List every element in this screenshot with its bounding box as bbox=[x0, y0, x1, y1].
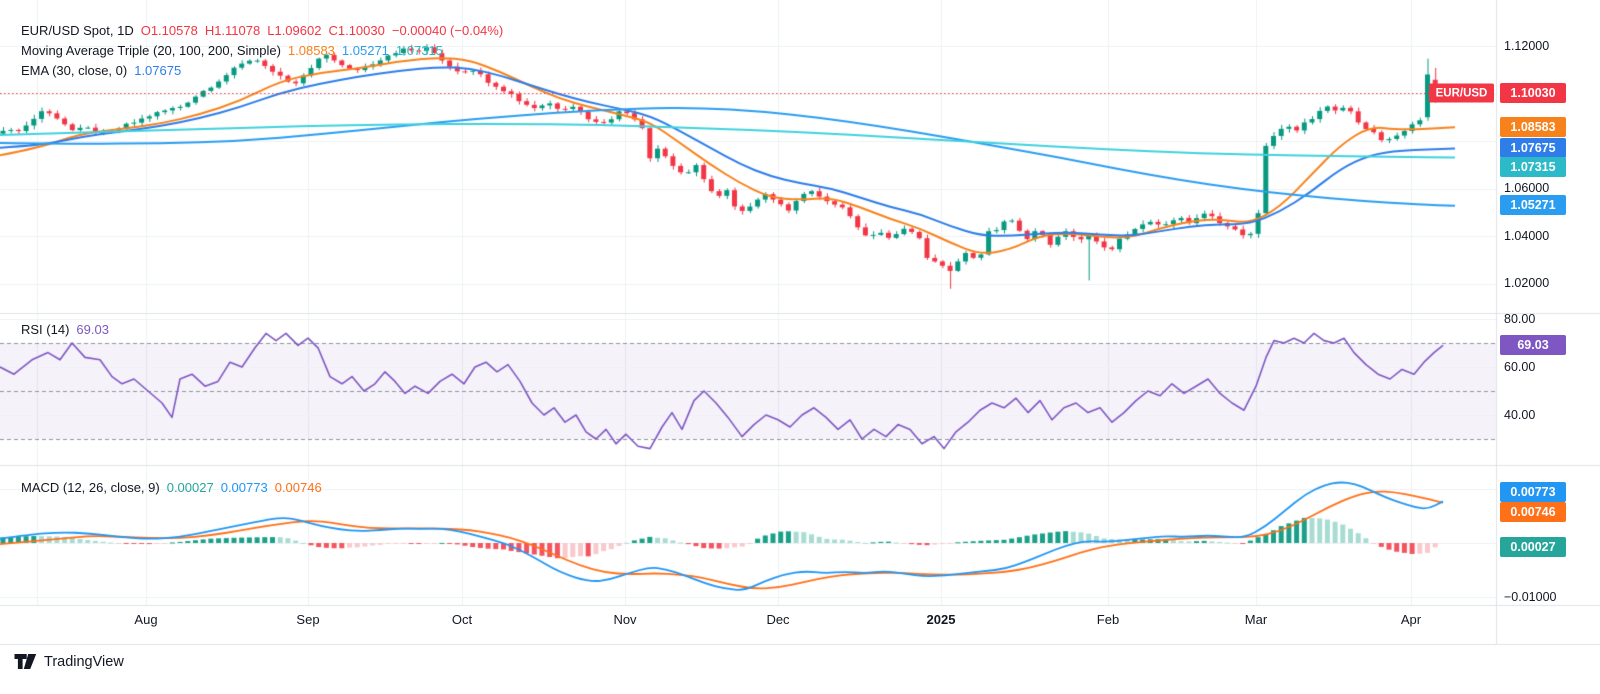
axis-label: 1.04000 bbox=[1504, 229, 1550, 243]
axis-label: 1.12000 bbox=[1504, 39, 1550, 53]
time-axis-label: Mar bbox=[1244, 612, 1268, 627]
axis-label: 1.02000 bbox=[1504, 276, 1550, 290]
axis-value-badge: 1.07675 bbox=[1500, 138, 1566, 158]
symbol-badge: EUR/USD bbox=[1429, 83, 1494, 103]
price-legend-row-1-segment: O1.10578 bbox=[140, 23, 198, 38]
axis-label: 1.06000 bbox=[1504, 181, 1550, 195]
price-legend-row-1-segment: L1.09602 bbox=[267, 23, 322, 38]
price-legend-row-2[interactable]: Moving Average Triple (20, 100, 200, Sim… bbox=[21, 43, 450, 58]
tradingview-logo-icon bbox=[14, 654, 37, 669]
price-legend-row-1[interactable]: EUR/USD Spot, 1D O1.10578 H1.11078 L1.09602… bbox=[21, 23, 510, 38]
axis-label: 80.00 bbox=[1504, 312, 1536, 326]
time-axis-label: Aug bbox=[134, 612, 158, 627]
macd-legend-row[interactable]: MACD (12, 26, close, 9) 0.00027 0.00773 0.0… bbox=[21, 480, 329, 495]
macd-legend-row-segment: 0.00027 bbox=[166, 480, 214, 495]
time-axis-label: Feb bbox=[1096, 612, 1120, 627]
axis-label: 40.00 bbox=[1504, 408, 1536, 422]
time-axis-label: Sep bbox=[296, 612, 320, 627]
rsi-legend-row-segment: 69.03 bbox=[76, 322, 109, 337]
tradingview-logo[interactable]: TradingView bbox=[14, 653, 124, 670]
price-legend-row-1-segment: −0.00040 (−0.04%) bbox=[391, 23, 504, 38]
axis-value-badge: 1.07315 bbox=[1500, 157, 1566, 177]
price-legend-row-2-segment: 1.07315 bbox=[395, 43, 443, 58]
tradingview-logo-text: TradingView bbox=[44, 653, 124, 670]
time-axis-label: Apr bbox=[1400, 612, 1422, 627]
axis-value-badge: 1.05271 bbox=[1500, 195, 1566, 215]
price-legend-row-1-segment: C1.10030 bbox=[328, 23, 385, 38]
rsi-legend-row-segment[interactable]: RSI (14) bbox=[21, 322, 70, 337]
price-legend-row-3-segment: 1.07675 bbox=[134, 63, 182, 78]
price-legend-row-2-segment[interactable]: Moving Average Triple (20, 100, 200, Sim… bbox=[21, 43, 281, 58]
time-axis-label: Nov bbox=[613, 612, 637, 627]
macd-legend-row-segment: 0.00773 bbox=[220, 480, 268, 495]
axis-label: 60.00 bbox=[1504, 360, 1536, 374]
macd-legend-row-segment[interactable]: MACD (12, 26, close, 9) bbox=[21, 480, 160, 495]
rsi-pane[interactable] bbox=[0, 313, 1496, 465]
axis-value-badge: 0.00773 bbox=[1500, 482, 1566, 502]
axis-value-badge: 1.08583 bbox=[1500, 117, 1566, 137]
axis-label: −0.01000 bbox=[1504, 590, 1557, 604]
axis-value-badge: 0.00746 bbox=[1500, 502, 1566, 522]
macd-legend-row-segment: 0.00746 bbox=[274, 480, 322, 495]
axis-value-badge: 0.00027 bbox=[1500, 537, 1566, 557]
price-legend-row-2-segment: 1.05271 bbox=[341, 43, 389, 58]
price-legend-row-3-segment[interactable]: EMA (30, close, 0) bbox=[21, 63, 128, 78]
price-legend-row-2-segment: 1.08583 bbox=[287, 43, 335, 58]
time-axis-label: Oct bbox=[451, 612, 473, 627]
rsi-legend-row[interactable]: RSI (14) 69.03 bbox=[21, 322, 116, 337]
price-legend-row-1-segment[interactable]: EUR/USD Spot, 1D bbox=[21, 23, 134, 38]
price-legend-row-1-segment: H1.11078 bbox=[204, 23, 261, 38]
price-legend-row-3[interactable]: EMA (30, close, 0) 1.07675 bbox=[21, 63, 188, 78]
time-axis-label: 2025 bbox=[926, 612, 956, 627]
last-price-badge: 1.10030 bbox=[1500, 83, 1566, 103]
axis-value-badge: 69.03 bbox=[1500, 335, 1566, 355]
time-axis-label: Dec bbox=[766, 612, 790, 627]
